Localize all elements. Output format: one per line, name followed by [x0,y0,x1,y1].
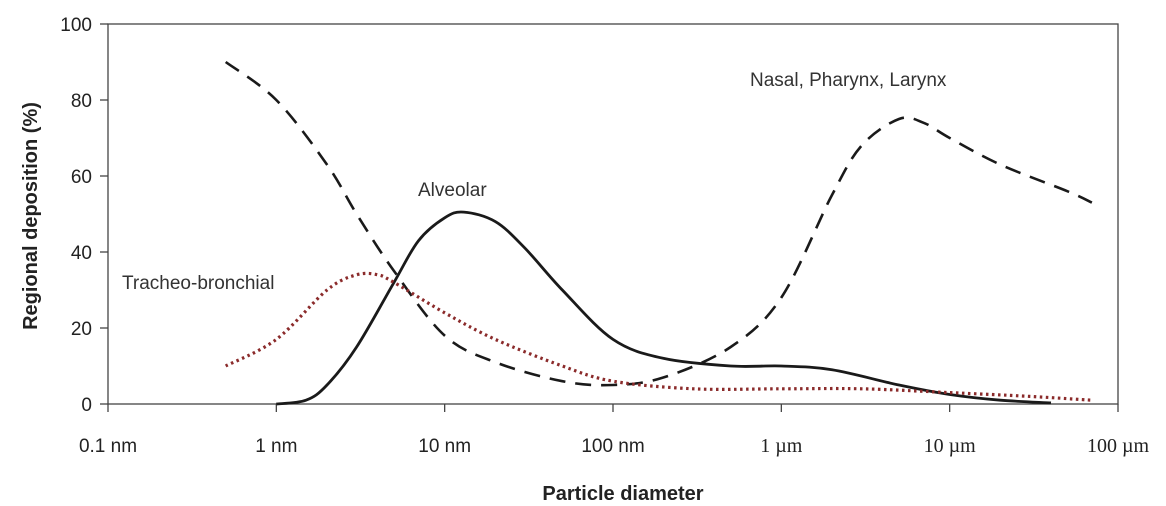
annotations-layer: Nasal, Pharynx, Larynx Alveolar Tracheo-br… [122,70,947,294]
y-axis-title: Regional deposition (%) [20,102,42,330]
plot-frame [107,23,1119,405]
annotation-tracheo-bronchial: Tracheo-bronchial [122,273,274,294]
y-tick-label: 60 [71,167,92,188]
x-axis-ticks: 0.1 nm 1 nm 10 nm 100 nm 1 µm 10 µm 100 µm [79,404,1150,457]
y-axis-ticks: 0 20 40 60 80 100 [60,15,108,416]
annotation-alveolar: Alveolar [418,180,487,201]
x-tick-label: 0.1 nm [79,436,137,457]
x-tick-label: 100 µm [1087,435,1150,457]
y-tick-label: 100 [60,15,92,36]
x-tick-label: 1 µm [760,435,803,457]
annotation-nasal-pharynx-larynx: Nasal, Pharynx, Larynx [750,70,947,91]
nasal-pharynx-larynx-line [224,60,1093,387]
alveolar-line [276,210,1052,406]
y-tick-label: 80 [71,91,92,112]
x-tick-label: 10 µm [924,435,977,457]
tracheo-bronchial-line [224,271,1092,402]
y-tick-label: 20 [71,319,92,340]
x-tick-label: 100 nm [581,436,644,457]
plot-area-border [107,23,1119,405]
y-tick-label: 0 [81,395,92,416]
series-layer [224,60,1093,406]
x-tick-label: 10 nm [418,436,471,457]
x-tick-label: 1 nm [255,436,297,457]
x-axis-title: Particle diameter [542,483,703,505]
y-tick-label: 40 [71,243,92,264]
